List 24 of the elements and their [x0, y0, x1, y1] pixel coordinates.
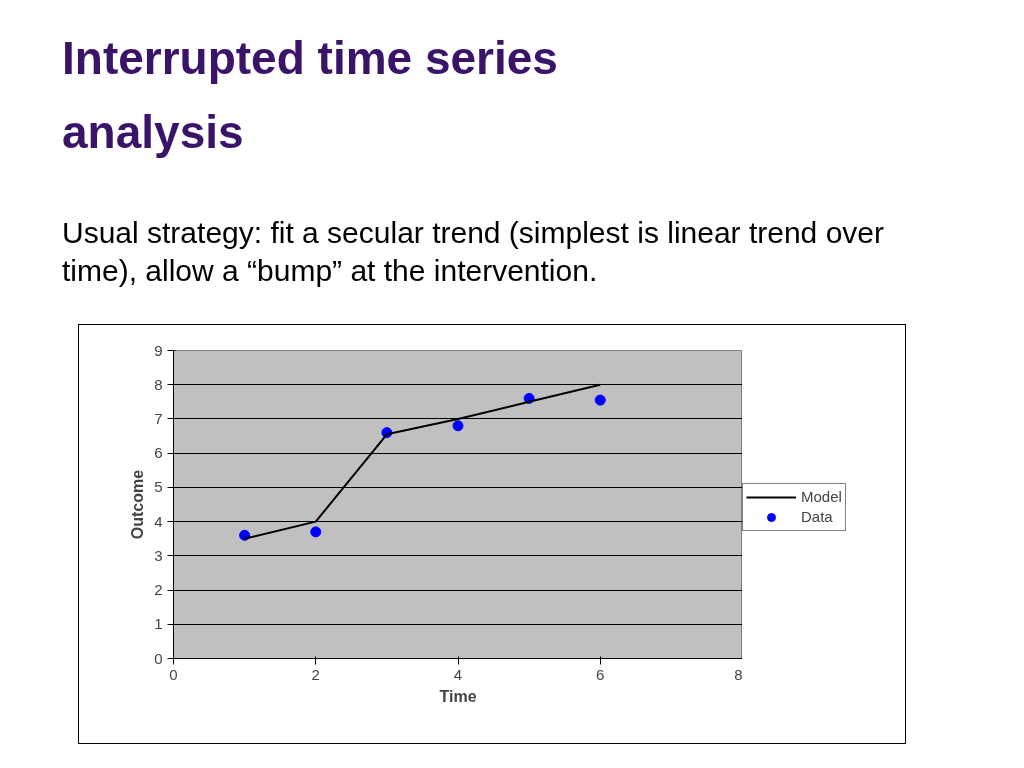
- x-tick-label: 8: [734, 665, 743, 683]
- y-tick-label: 1: [154, 615, 163, 633]
- y-tick-label: 8: [154, 375, 163, 393]
- point: [594, 394, 606, 406]
- point: [310, 526, 322, 538]
- y-tick-label: 0: [154, 649, 163, 667]
- point: [452, 420, 464, 432]
- legend-label: Data: [801, 507, 833, 527]
- y-tick-label: 7: [154, 410, 163, 428]
- legend-label: Model: [801, 487, 842, 507]
- x-axis-title: Time: [439, 687, 477, 705]
- chart-subtitle: Usual strategy: fit a secular trend (simplest is linear trend over time), allow a “bump” at the intervention.: [62, 215, 885, 289]
- x-tick-label: 4: [453, 665, 463, 683]
- y-tick-label: 9: [154, 341, 163, 359]
- x-tick-label: 2: [311, 665, 320, 683]
- x-tick-label: 0: [169, 665, 178, 683]
- x-tick-label: 6: [596, 665, 605, 683]
- chart-title: Interrupted time series analysis: [62, 31, 559, 160]
- y-tick-label: 5: [154, 478, 163, 496]
- y-tick-label: 3: [154, 547, 163, 565]
- y-tick-label: 4: [154, 512, 163, 530]
- y-tick-label: 6: [154, 444, 163, 462]
- y-tick-label: 2: [154, 581, 163, 599]
- y-axis-title: Outcome: [129, 469, 147, 540]
